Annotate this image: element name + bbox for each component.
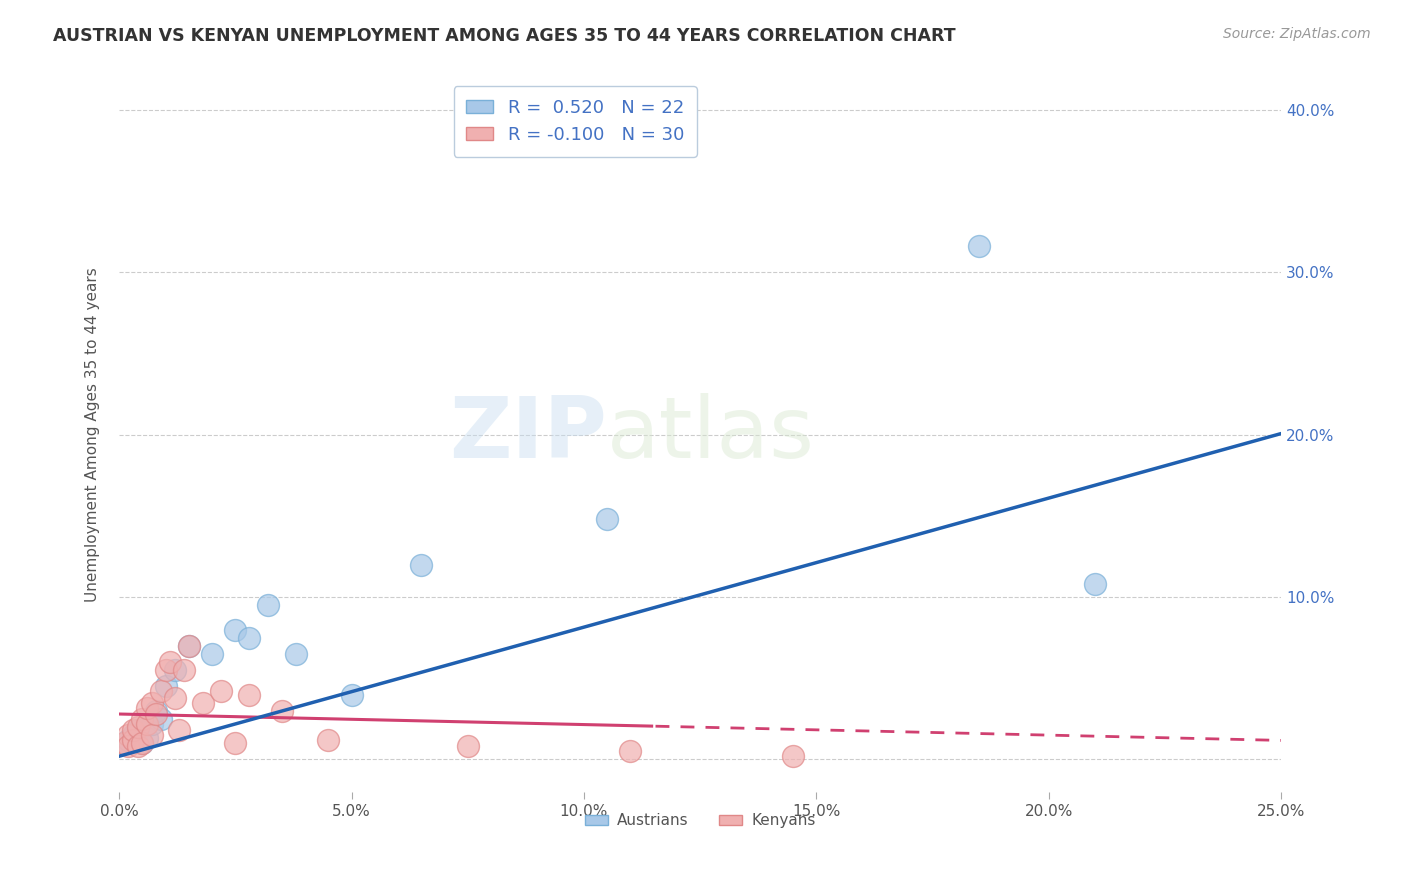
Point	[131, 712, 153, 726]
Point	[136, 731, 159, 746]
Text: Source: ZipAtlas.com: Source: ZipAtlas.com	[1223, 27, 1371, 41]
Point	[169, 723, 191, 738]
Point	[122, 733, 145, 747]
Text: atlas: atlas	[607, 393, 815, 476]
Point	[1084, 577, 1107, 591]
Point	[224, 736, 246, 750]
Point	[145, 706, 167, 721]
Point	[340, 688, 363, 702]
Point	[117, 728, 139, 742]
Point	[411, 558, 433, 572]
Point	[316, 733, 339, 747]
Point	[238, 688, 260, 702]
Point	[117, 739, 139, 754]
Point	[122, 723, 145, 738]
Point	[238, 631, 260, 645]
Point	[270, 704, 292, 718]
Point	[141, 728, 163, 742]
Point	[173, 663, 195, 677]
Point	[127, 720, 149, 734]
Point	[191, 696, 214, 710]
Y-axis label: Unemployment Among Ages 35 to 44 years: Unemployment Among Ages 35 to 44 years	[86, 268, 100, 602]
Point	[112, 736, 135, 750]
Point	[145, 704, 167, 718]
Point	[256, 598, 278, 612]
Point	[127, 723, 149, 738]
Point	[141, 696, 163, 710]
Point	[117, 733, 139, 747]
Point	[177, 639, 200, 653]
Point	[177, 639, 200, 653]
Point	[136, 700, 159, 714]
Point	[596, 512, 619, 526]
Point	[163, 663, 186, 677]
Point	[782, 749, 804, 764]
Point	[224, 623, 246, 637]
Point	[149, 712, 172, 726]
Point	[155, 680, 177, 694]
Point	[149, 684, 172, 698]
Point	[163, 690, 186, 705]
Point	[122, 728, 145, 742]
Text: AUSTRIAN VS KENYAN UNEMPLOYMENT AMONG AGES 35 TO 44 YEARS CORRELATION CHART: AUSTRIAN VS KENYAN UNEMPLOYMENT AMONG AG…	[53, 27, 956, 45]
Point	[457, 739, 479, 754]
Point	[155, 663, 177, 677]
Point	[209, 684, 232, 698]
Point	[141, 716, 163, 731]
Point	[967, 239, 990, 253]
Point	[131, 736, 153, 750]
Point	[619, 744, 641, 758]
Point	[201, 647, 224, 661]
Point	[127, 739, 149, 754]
Point	[159, 655, 181, 669]
Point	[112, 736, 135, 750]
Legend: Austrians, Kenyans: Austrians, Kenyans	[579, 807, 821, 834]
Point	[131, 736, 153, 750]
Text: ZIP: ZIP	[450, 393, 607, 476]
Point	[136, 716, 159, 731]
Point	[284, 647, 307, 661]
